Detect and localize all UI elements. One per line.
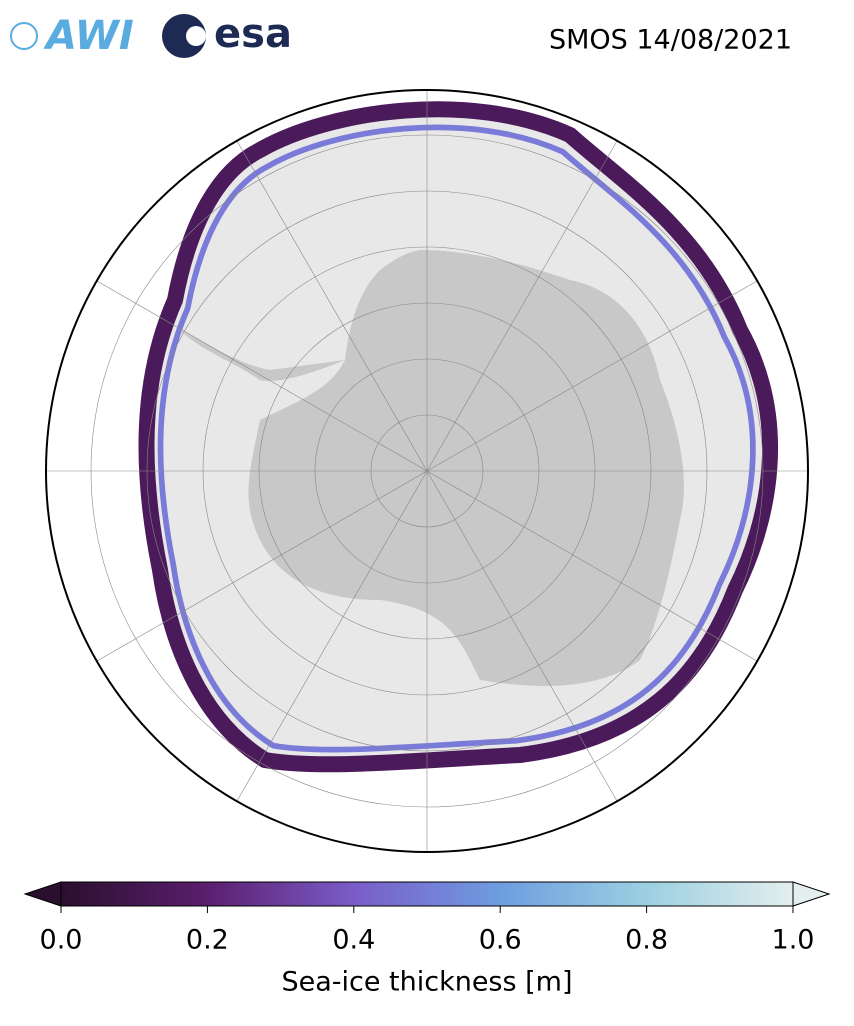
esa-logo: esa bbox=[214, 11, 292, 57]
peninsula bbox=[180, 330, 345, 381]
colorbar-extend-high bbox=[792, 881, 831, 907]
colorbar-tick-label: 0.2 bbox=[186, 925, 229, 956]
colorbar-tick-label: 0.0 bbox=[40, 925, 83, 956]
graticule bbox=[46, 90, 808, 852]
logo-globe bbox=[10, 22, 38, 50]
sea-ice-inner-edge bbox=[157, 124, 756, 753]
logos: AWI esa bbox=[10, 11, 292, 59]
map-frame bbox=[45, 89, 809, 853]
colorbar-tick-label: 0.6 bbox=[479, 925, 522, 956]
colorbar-ramp bbox=[60, 881, 794, 907]
esa-emblem-inner bbox=[186, 26, 206, 46]
colorbar-extend-low bbox=[23, 881, 62, 907]
colorbar-tick-label: 1.0 bbox=[772, 925, 815, 956]
esa-emblem bbox=[162, 14, 206, 58]
colorbar-label: Sea-ice thickness [m] bbox=[281, 967, 572, 998]
colorbar bbox=[23, 881, 831, 913]
colorbar-tick-label: 0.4 bbox=[332, 925, 375, 956]
awi-logo: AWI bbox=[43, 13, 134, 59]
map bbox=[46, 90, 808, 852]
colorbar-tick-label: 0.8 bbox=[625, 925, 668, 956]
title: SMOS 14/08/2021 bbox=[549, 25, 792, 56]
antarctica bbox=[248, 250, 684, 686]
